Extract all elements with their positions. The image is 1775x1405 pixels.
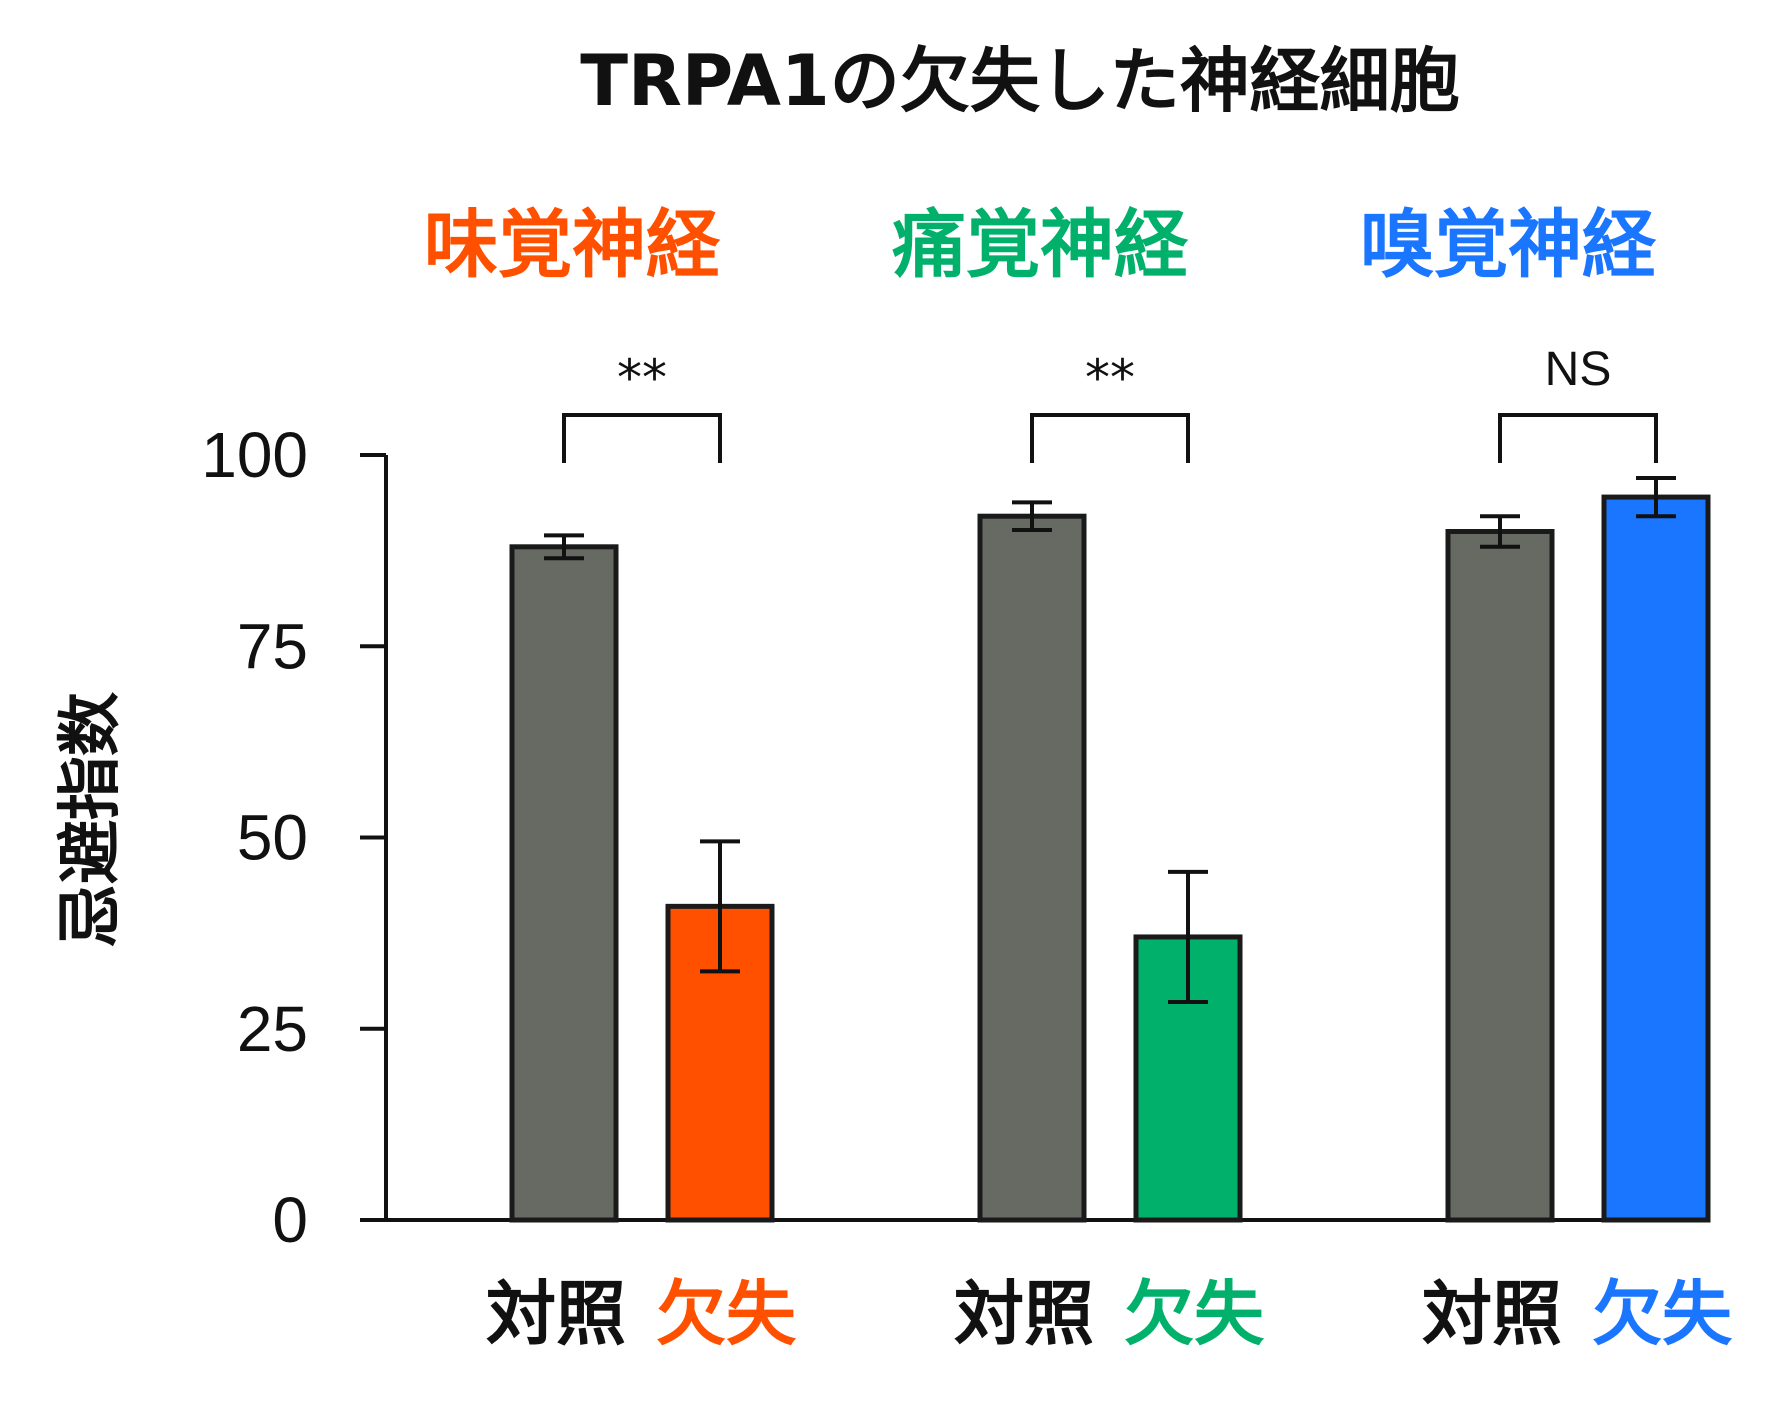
significance-label: ** [1085, 349, 1135, 407]
significance-bracket [562, 413, 722, 463]
bar [1445, 529, 1555, 1223]
x-tick-label: 欠失 [1124, 1273, 1265, 1355]
significance-label: ** [617, 349, 667, 407]
x-tick-label: 対照 [1422, 1273, 1562, 1355]
bar [1601, 494, 1711, 1223]
bar [977, 513, 1087, 1223]
x-tick-label: 対照 [486, 1273, 626, 1355]
y-tick-label: 0 [272, 1184, 308, 1256]
significance-bracket [1030, 413, 1190, 463]
significance-label: NS [1545, 343, 1612, 396]
group-label: 味覚神経 [424, 202, 721, 288]
chart-title: TRPA1の欠失した神経細胞 [580, 40, 1459, 122]
bar [509, 544, 619, 1223]
x-tick-label: 欠失 [1592, 1273, 1733, 1355]
group-label: 嗅覚神経 [1360, 202, 1657, 288]
x-tick-label: 欠失 [656, 1273, 797, 1355]
y-tick-label: 75 [237, 610, 308, 682]
x-tick-label: 対照 [954, 1273, 1094, 1355]
y-tick-label: 25 [237, 993, 308, 1065]
significance-bracket [1498, 413, 1658, 463]
y-tick-label: 100 [201, 419, 308, 491]
y-tick-label: 50 [237, 802, 308, 874]
group-label: 痛覚神経 [892, 202, 1189, 288]
y-axis-label: 忌避指数 [54, 692, 128, 948]
